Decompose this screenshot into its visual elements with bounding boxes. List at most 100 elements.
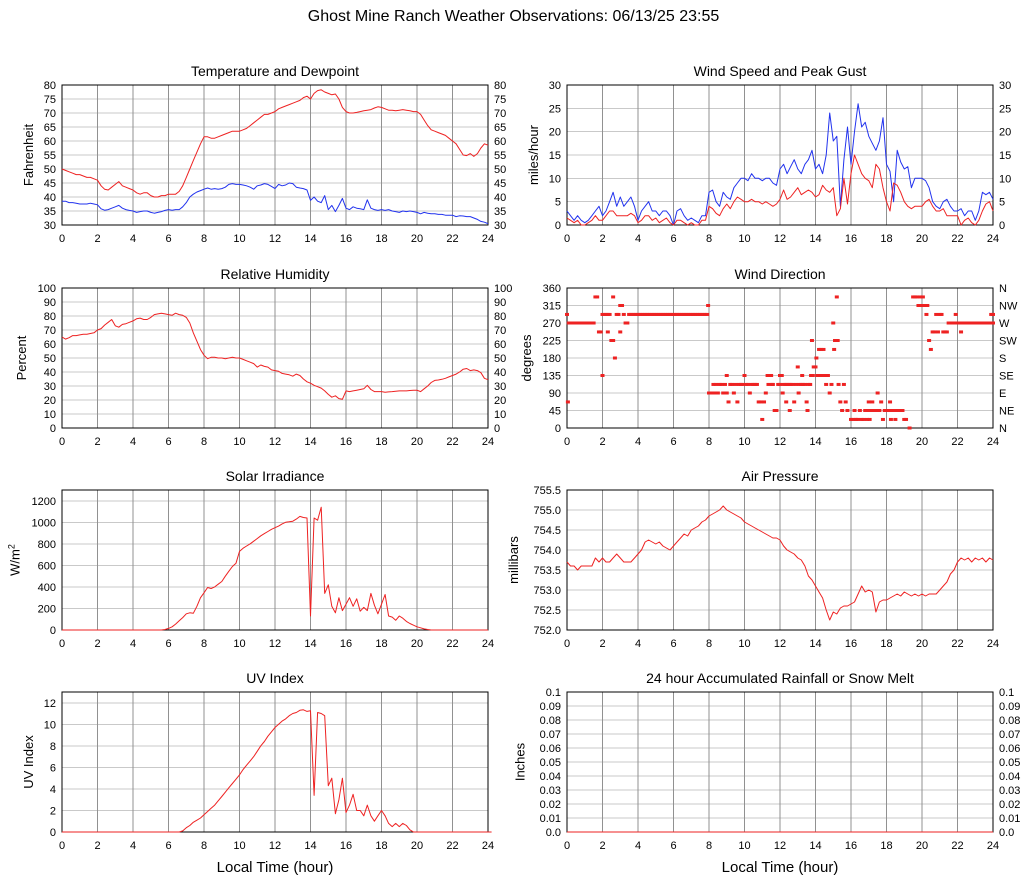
x-tick-label: 16 [845, 233, 857, 245]
chart-wind-direction: Wind Directiondegrees0459013518022527031… [519, 266, 1018, 448]
y-tick-label-right: 70 [494, 325, 506, 337]
x-tick-label: 4 [635, 638, 641, 650]
y-tick-label: 0.09 [540, 701, 561, 713]
y-tick-label-right: 40 [494, 367, 506, 379]
y-tick-label-right: S [999, 353, 1006, 365]
x-tick-label: 6 [165, 638, 171, 650]
y-tick-label: 50 [44, 164, 56, 176]
y-tick-label: 752.0 [533, 625, 561, 637]
y-tick-label-right: 75 [494, 94, 506, 106]
y-tick-label-right: 5 [999, 197, 1005, 209]
x-tick-label: 8 [706, 233, 712, 245]
x-tick-label: 22 [951, 233, 963, 245]
y-tick-label-right: 0.09 [999, 701, 1020, 713]
y-tick-label: 600 [38, 560, 56, 572]
x-tick-label: 8 [706, 840, 712, 852]
y-tick-label: 30 [549, 80, 561, 92]
y-tick-label-right: 0.01 [999, 813, 1020, 825]
y-tick-label: 225 [543, 336, 561, 348]
y-tick-label-right: 0.06 [999, 743, 1020, 755]
y-tick-label-right: 15 [999, 150, 1011, 162]
x-tick-label: 10 [233, 233, 245, 245]
y-tick-label-right: SW [999, 336, 1017, 348]
y-tick-label-right: 0.02 [999, 799, 1020, 811]
page-title: Ghost Mine Ranch Weather Observations: 0… [307, 8, 720, 25]
chart-title: 24 hour Accumulated Rainfall or Snow Mel… [646, 670, 914, 686]
x-tick-label: 24 [482, 233, 494, 245]
series-temperature [61, 89, 489, 198]
y-tick-label: 1000 [32, 517, 56, 529]
y-tick-label-right: 0.04 [999, 771, 1020, 783]
x-tick-label: 16 [340, 840, 352, 852]
x-tick-label: 6 [670, 436, 676, 448]
plot-border [61, 287, 489, 429]
x-tick-label: 0 [59, 233, 65, 245]
x-tick-label: 24 [482, 436, 494, 448]
y-tick-label-right: 90 [494, 297, 506, 309]
series-pressure [566, 505, 994, 621]
chart-relative-humidity: Relative HumidityPercent0102030405060708… [14, 266, 512, 448]
x-tick-label: 18 [375, 638, 387, 650]
x-tick-label: 20 [411, 233, 423, 245]
x-tick-label: 18 [375, 840, 387, 852]
y-tick-label: 755.5 [533, 485, 561, 497]
x-tick-label: 0 [564, 840, 570, 852]
y-tick-label: 754.0 [533, 545, 561, 557]
x-tick-label: 10 [738, 436, 750, 448]
y-tick-label-right: 45 [494, 178, 506, 190]
y-tick-label: 10 [44, 409, 56, 421]
x-tick-label: 10 [738, 638, 750, 650]
y-tick-label-right: 20 [494, 395, 506, 407]
y-tick-label-right: 60 [494, 339, 506, 351]
x-tick-label: 10 [233, 436, 245, 448]
y-tick-label-right: 80 [494, 311, 506, 323]
x-tick-label: 24 [987, 436, 999, 448]
x-tick-label: 14 [809, 436, 821, 448]
x-tick-label: 2 [94, 436, 100, 448]
x-tick-label: 2 [599, 638, 605, 650]
y-tick-label: 70 [44, 325, 56, 337]
x-tick-label: 4 [130, 233, 136, 245]
series-irradiance [62, 506, 488, 631]
x-tick-label: 8 [201, 436, 207, 448]
x-tick-label: 12 [774, 436, 786, 448]
x-tick-label: 6 [165, 840, 171, 852]
y-tick-label: 315 [543, 301, 561, 313]
x-tick-label: 2 [94, 638, 100, 650]
x-tick-label: 14 [304, 638, 316, 650]
y-tick-label: 65 [44, 122, 56, 134]
x-tick-label: 20 [916, 638, 928, 650]
y-tick-label-right: 10 [494, 409, 506, 421]
y-tick-label: 45 [44, 178, 56, 190]
chart-title: Solar Irradiance [226, 468, 325, 484]
series-wind-speed [566, 154, 994, 226]
x-tick-label: 16 [845, 840, 857, 852]
y-tick-label-right: 30 [494, 381, 506, 393]
x-tick-label: 22 [951, 840, 963, 852]
x-tick-label: 22 [446, 436, 458, 448]
y-tick-label: 75 [44, 94, 56, 106]
x-tick-label: 12 [269, 436, 281, 448]
chart-air-pressure: Air Pressure millibars 752.0 752.5 753.0 753.… [506, 468, 999, 650]
x-tick-label: 14 [809, 840, 821, 852]
x-tick-label: 6 [670, 638, 676, 650]
y-tick-label-right: 0.1 [999, 687, 1014, 699]
x-tick-label: 2 [94, 233, 100, 245]
y-tick-label: 80 [44, 311, 56, 323]
x-axis-label: Local Time (hour) [722, 859, 839, 876]
y-tick-label: 180 [543, 353, 561, 365]
series-direction [565, 295, 995, 430]
x-tick-label: 24 [482, 840, 494, 852]
y-tick-label: 12 [44, 698, 56, 710]
x-tick-label: 0 [564, 436, 570, 448]
x-tick-label: 18 [880, 638, 892, 650]
y-tick-label: 200 [38, 603, 56, 615]
y-tick-label-right: 30 [494, 220, 506, 232]
y-tick-label-right: 65 [494, 122, 506, 134]
plot-border [61, 691, 489, 833]
y-tick-label: 45 [549, 406, 561, 418]
x-tick-label: 0 [564, 638, 570, 650]
y-tick-label: 753.0 [533, 585, 561, 597]
y-tick-label: 30 [44, 220, 56, 232]
